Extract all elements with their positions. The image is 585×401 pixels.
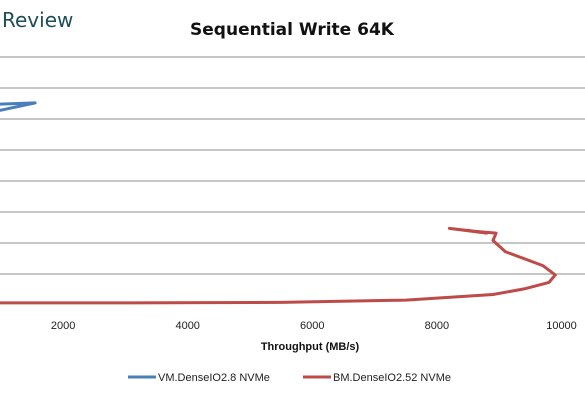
legend: VM.DenseIO2.8 NVMe BM.DenseIO2.52 NVMe: [128, 372, 451, 384]
chart-title: Sequential Write 64K: [190, 20, 395, 40]
x-tick-label: 10000: [546, 320, 577, 332]
x-axis-label: Throughput (MB/s): [261, 341, 360, 353]
x-tick-label: 4000: [175, 320, 199, 332]
series-layer: [0, 101, 557, 305]
x-tick-labels: 2000 4000 6000 8000 10000: [51, 320, 577, 332]
series-line-2: [0, 226, 557, 305]
x-tick-label: 6000: [300, 320, 324, 332]
legend-label-1: VM.DenseIO2.8 NVMe: [158, 372, 270, 384]
legend-label-2: BM.DenseIO2.52 NVMe: [333, 372, 451, 384]
x-tick-label: 8000: [425, 320, 449, 332]
gridlines: [0, 56, 585, 275]
x-tick-label: 2000: [51, 320, 75, 332]
series-line-1: [0, 101, 37, 112]
brand-text: Review: [2, 8, 73, 32]
